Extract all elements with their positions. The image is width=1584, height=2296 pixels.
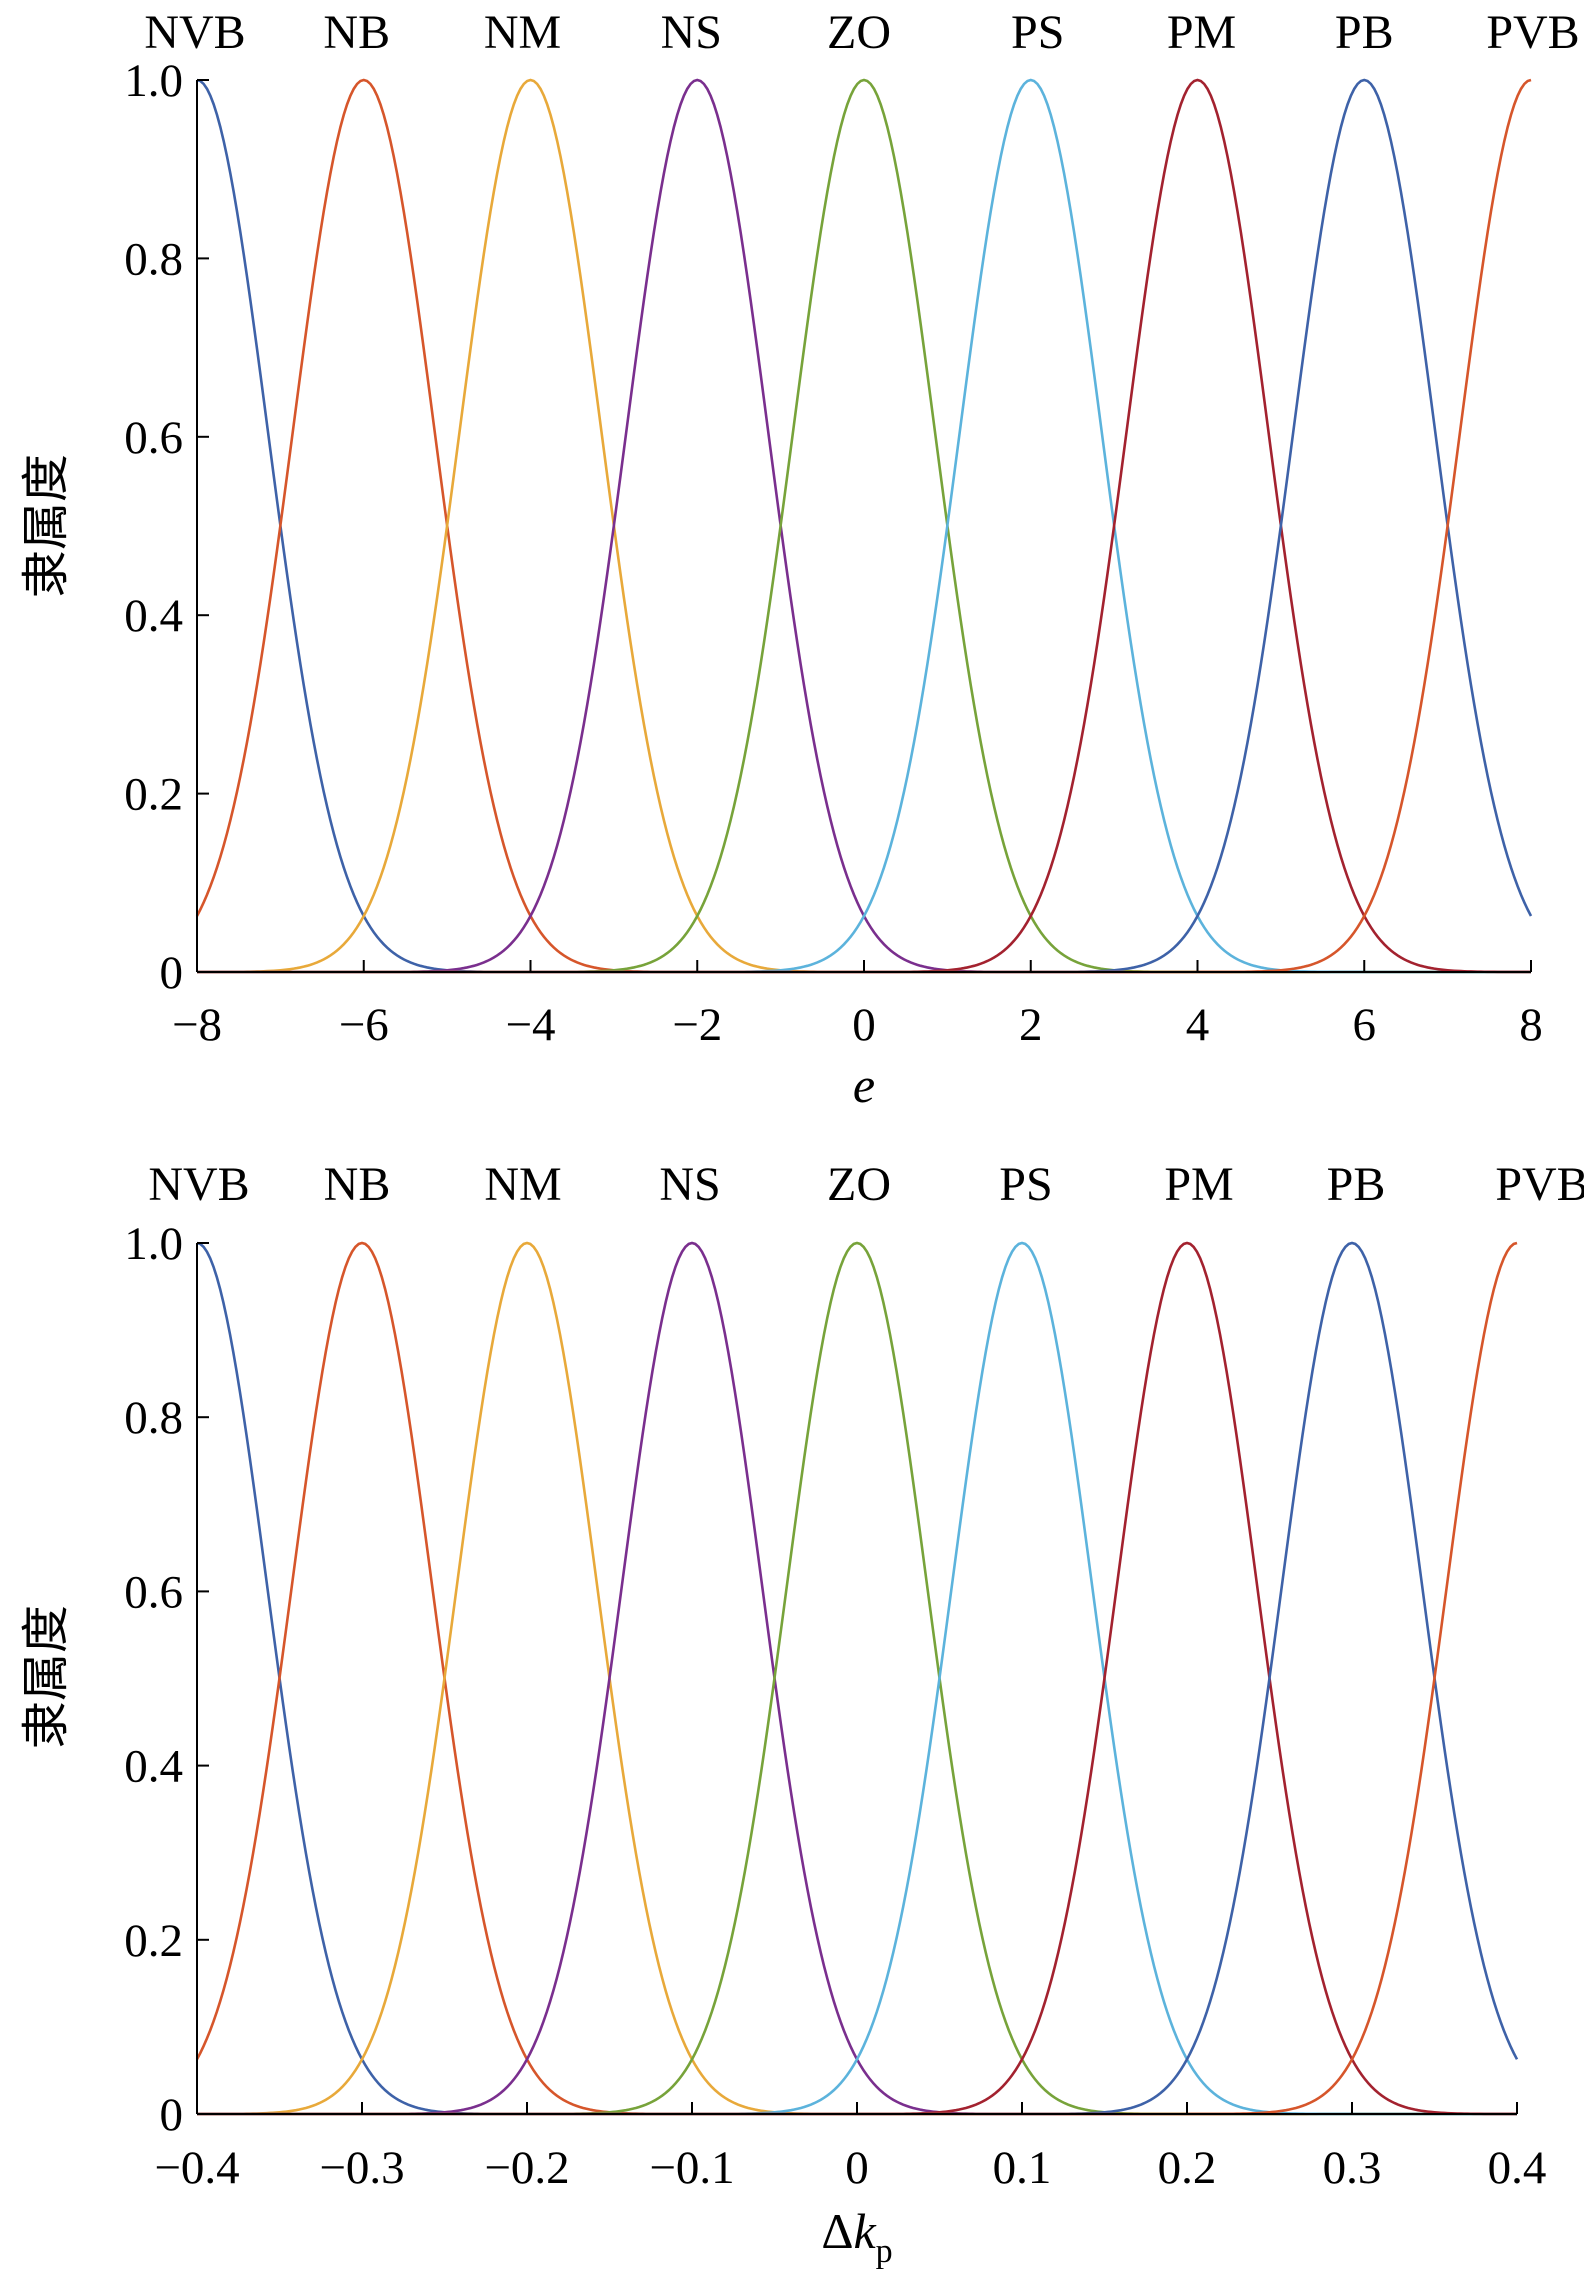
y-tick-label: 0 [160,2089,184,2141]
x-tick-label: −0.1 [649,2142,734,2194]
x-tick-label: 2 [1019,999,1043,1051]
chart-top-mf-labels: NVB NB NM NS ZO PS PM PB PVB [144,6,1579,59]
mf-label-nm: NM [484,1158,561,1211]
x-tick-label: −6 [339,999,389,1051]
chart-bottom-mf-labels: NVB NB NM NS ZO PS PM PB PVB [148,1158,1584,1211]
y-tick-label: 0.8 [124,233,183,285]
series-line-nm [196,1241,1517,2116]
mf-label-zo: ZO [827,6,891,59]
series-line-pm [197,78,1532,974]
x-tick-label: −0.4 [154,2142,239,2194]
y-tick-label: 0.6 [124,1566,183,1618]
chart-bottom-ticks: −0.4 −0.3 −0.2 −0.1 0 0.1 0.2 0.3 0.4 0 0.2 0.4 0.6 0… [124,1218,1546,2194]
mf-label-pm: PM [1164,1158,1233,1211]
series-line-pb [197,1241,1519,2116]
chart-bottom: −0.4 −0.3 −0.2 −0.1 0 0.1 0.2 0.3 0.4 0 0.2 0.4 0.6 0… [18,1158,1584,2270]
series-line-nvb [196,1241,1517,2116]
mf-label-nm: NM [484,6,561,59]
series-line-pvb [197,78,1532,974]
mf-label-ps: PS [999,1158,1052,1211]
series-line-nvb [196,78,1531,974]
mf-label-ps: PS [1011,6,1064,59]
mf-label-pb: PB [1327,1158,1386,1211]
y-tick-label: 0 [160,947,184,999]
series-line-pvb [197,1241,1518,2116]
x-tick-label: −4 [505,999,555,1051]
x-tick-label: −8 [172,999,222,1051]
y-tick-label: 1.0 [124,55,183,107]
series-line-zo [197,78,1531,974]
y-tick-label: 0.2 [124,1915,183,1967]
mf-label-pb: PB [1335,6,1394,59]
series-line-nb [195,1241,1517,2116]
mf-label-ns: NS [659,1158,720,1211]
series-line-ns [197,1241,1517,2116]
x-tick-label: 0.2 [1158,2142,1217,2194]
series-line-nm [196,78,1531,974]
chart-bottom-y-axis-label: 隶属度 [18,1605,74,1749]
mf-label-nvb: NVB [148,1158,249,1211]
x-tick-label: 0.1 [993,2142,1052,2194]
y-tick-label: 0.4 [124,590,183,642]
mf-label-pvb: PVB [1486,6,1579,59]
chart-top-axes [196,80,1531,973]
mf-label-nb: NB [323,6,390,59]
series-line-pb [197,78,1533,974]
chart-top-curves [195,78,1533,974]
series-line-ns [197,78,1531,974]
x-tick-label: −2 [672,999,722,1051]
chart-top-x-axis-label: e [853,1057,875,1113]
chart-top-y-axis-label: 隶属度 [18,454,74,598]
y-tick-label: 1.0 [124,1218,183,1270]
mf-label-pvb: PVB [1495,1158,1584,1211]
mf-label-nb: NB [324,1158,391,1211]
series-line-ps [197,1241,1517,2116]
chart-top: −8 −6 −4 −2 0 2 4 6 8 0 0.2 0.4 0.6 0.8 1.0 NVB NB NM NS Z… [18,6,1580,1113]
x-tick-label: 6 [1353,999,1377,1051]
series-line-pm [197,1241,1518,2116]
chart-bottom-x-axis-label: Δkp [821,2203,892,2270]
x-tick-label: 8 [1519,999,1543,1051]
x-tick-label: 4 [1186,999,1210,1051]
y-tick-label: 0.8 [124,1392,183,1444]
mf-label-ns: NS [661,6,722,59]
y-tick-label: 0.2 [124,769,183,821]
x-tick-label: −0.3 [319,2142,404,2194]
chart-top-ticks: −8 −6 −4 −2 0 2 4 6 8 0 0.2 0.4 0.6 0.8 1.0 [124,55,1543,1051]
series-line-zo [197,1241,1517,2116]
mf-label-nvb: NVB [144,6,245,59]
chart-bottom-curves [195,1241,1519,2116]
x-tick-label: −0.2 [484,2142,569,2194]
x-tick-label: 0 [845,2142,869,2194]
series-line-nb [195,78,1531,974]
y-tick-label: 0.6 [124,412,183,464]
series-line-ps [197,78,1531,974]
x-tick-label: 0.3 [1323,2142,1382,2194]
x-tick-label: 0 [852,999,876,1051]
y-tick-label: 0.4 [124,1741,183,1793]
mf-label-pm: PM [1167,6,1236,59]
chart-bottom-axes [196,1243,1517,2115]
mf-label-zo: ZO [827,1158,891,1211]
x-tick-label: 0.4 [1488,2142,1547,2194]
